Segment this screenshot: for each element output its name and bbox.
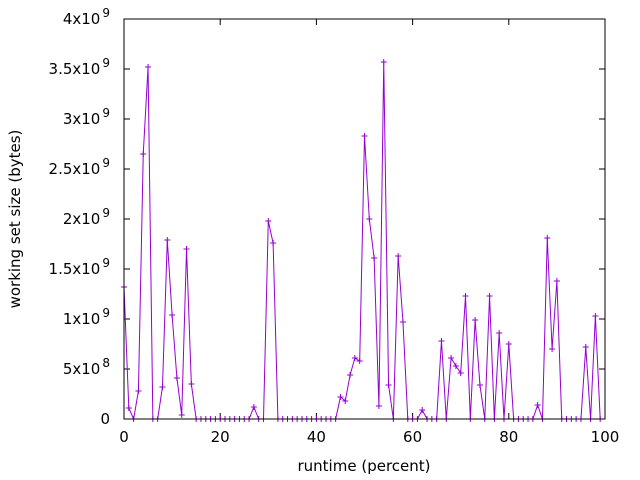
data-point [472, 317, 479, 323]
data-point [399, 319, 406, 325]
data-point [549, 346, 556, 352]
data-point [125, 405, 132, 411]
series-layer [121, 59, 604, 422]
data-point [140, 151, 147, 157]
data-point [169, 312, 176, 318]
data-point [356, 358, 363, 364]
data-point [178, 412, 185, 418]
data-point [592, 313, 599, 319]
data-point [270, 240, 277, 246]
data-point [395, 253, 402, 259]
y-tick-label: 3x10 9 [63, 106, 110, 128]
data-point [438, 338, 445, 344]
x-tick-label: 100 [591, 428, 620, 446]
data-point [375, 403, 382, 409]
data-point [347, 372, 354, 378]
y-tick-label: 1x10 9 [63, 306, 110, 328]
y-tick-label: 1.5x10 9 [49, 256, 110, 278]
data-point [351, 355, 358, 361]
y-tick-label: 2.5x10 9 [49, 156, 110, 178]
data-point [582, 344, 589, 350]
data-point [145, 64, 152, 70]
data-point [159, 384, 166, 390]
data-point [419, 407, 426, 413]
data-point [342, 398, 349, 404]
data-point [183, 246, 190, 252]
data-point [361, 133, 368, 139]
x-tick-label: 40 [307, 428, 326, 446]
data-point [505, 341, 512, 347]
y-axis-label: working set size (bytes) [6, 130, 24, 309]
x-axis-label: runtime (percent) [298, 457, 431, 475]
x-tick-label: 80 [499, 428, 518, 446]
tick-labels: 0 20 40 60 80 100 0 5x10 8 1x10 9 1.5x10 9 2x10 9 2.5x1… [49, 6, 620, 446]
y-tick-label: 0 [100, 410, 110, 428]
data-point [135, 388, 142, 394]
data-point [496, 330, 503, 336]
data-point [164, 237, 171, 243]
data-point [486, 293, 493, 299]
data-point [476, 382, 483, 388]
data-point [385, 382, 392, 388]
y-tick-label: 4x10 9 [63, 6, 110, 28]
x-tick-label: 0 [119, 428, 129, 446]
data-point [457, 370, 464, 376]
data-point [250, 404, 257, 410]
data-point [173, 375, 180, 381]
x-tick-label: 20 [211, 428, 230, 446]
data-point [337, 394, 344, 400]
data-point [462, 293, 469, 299]
data-point [534, 402, 541, 408]
data-point [544, 235, 551, 241]
data-point [265, 218, 272, 224]
data-point [371, 255, 378, 261]
data-point [188, 381, 195, 387]
plot-frame [123, 18, 606, 420]
data-point [448, 355, 455, 361]
data-point [452, 363, 459, 369]
y-tick-label: 2x10 9 [63, 206, 110, 228]
data-point [553, 278, 560, 284]
x-tick-label: 60 [403, 428, 422, 446]
y-tick-label: 5x10 8 [63, 356, 110, 378]
data-point [380, 59, 387, 65]
y-tick-label: 3.5x10 9 [49, 56, 110, 78]
axis-ticks [123, 18, 606, 420]
series-line [123, 61, 601, 421]
data-point [366, 216, 373, 222]
